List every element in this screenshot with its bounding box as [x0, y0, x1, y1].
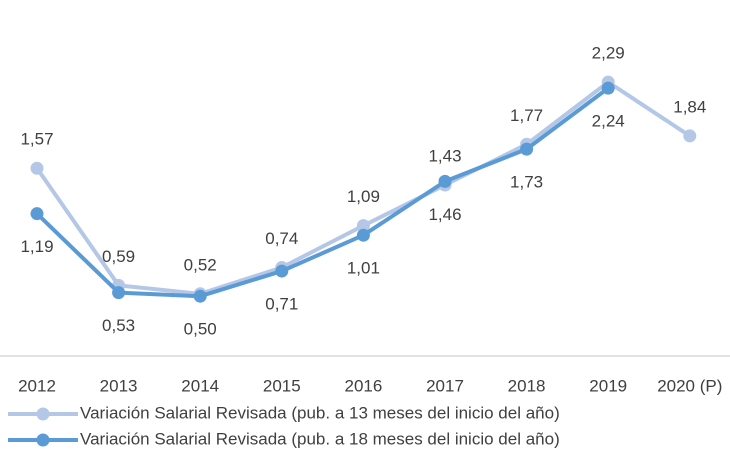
data-label: 1,19	[20, 237, 53, 256]
data-label: 0,74	[265, 229, 298, 248]
point	[601, 81, 615, 95]
data-label: 1,73	[510, 173, 543, 192]
data-label: 1,77	[510, 106, 543, 125]
point	[356, 228, 370, 242]
point	[438, 174, 452, 188]
point	[683, 129, 697, 143]
legend-label: Variación Salarial Revisada (pub. a 18 m…	[80, 429, 560, 448]
x-tick-label: 2018	[508, 376, 546, 395]
point	[356, 219, 370, 233]
x-tick-label: 2020 (P)	[657, 376, 722, 395]
data-label: 2,24	[592, 112, 625, 131]
point	[520, 142, 534, 156]
point	[193, 289, 207, 303]
legend-marker	[36, 433, 50, 447]
data-label: 1,09	[347, 187, 380, 206]
x-tick-label: 2012	[18, 376, 56, 395]
data-label: 0,50	[184, 320, 217, 339]
x-tick-label: 2019	[589, 376, 627, 395]
data-label: 0,52	[184, 255, 217, 274]
data-label: 1,01	[347, 259, 380, 278]
x-tick-label: 2017	[426, 376, 464, 395]
x-tick-label: 2013	[100, 376, 138, 395]
data-label: 2,29	[592, 44, 625, 63]
data-label: 0,53	[102, 316, 135, 335]
data-label: 0,59	[102, 247, 135, 266]
data-label: 1,46	[428, 205, 461, 224]
data-label: 1,57	[20, 130, 53, 149]
legend-marker	[36, 407, 50, 421]
point	[30, 207, 44, 221]
data-label: 1,43	[428, 146, 461, 165]
data-label: 1,84	[673, 97, 706, 116]
point	[275, 264, 289, 278]
x-tick-label: 2014	[181, 376, 219, 395]
point	[112, 286, 126, 300]
series-line	[35, 86, 610, 299]
data-label: 0,71	[265, 295, 298, 314]
x-tick-label: 2016	[344, 376, 382, 395]
legend-label: Variación Salarial Revisada (pub. a 13 m…	[80, 403, 560, 422]
x-tick-label: 2015	[263, 376, 301, 395]
point	[30, 161, 44, 175]
